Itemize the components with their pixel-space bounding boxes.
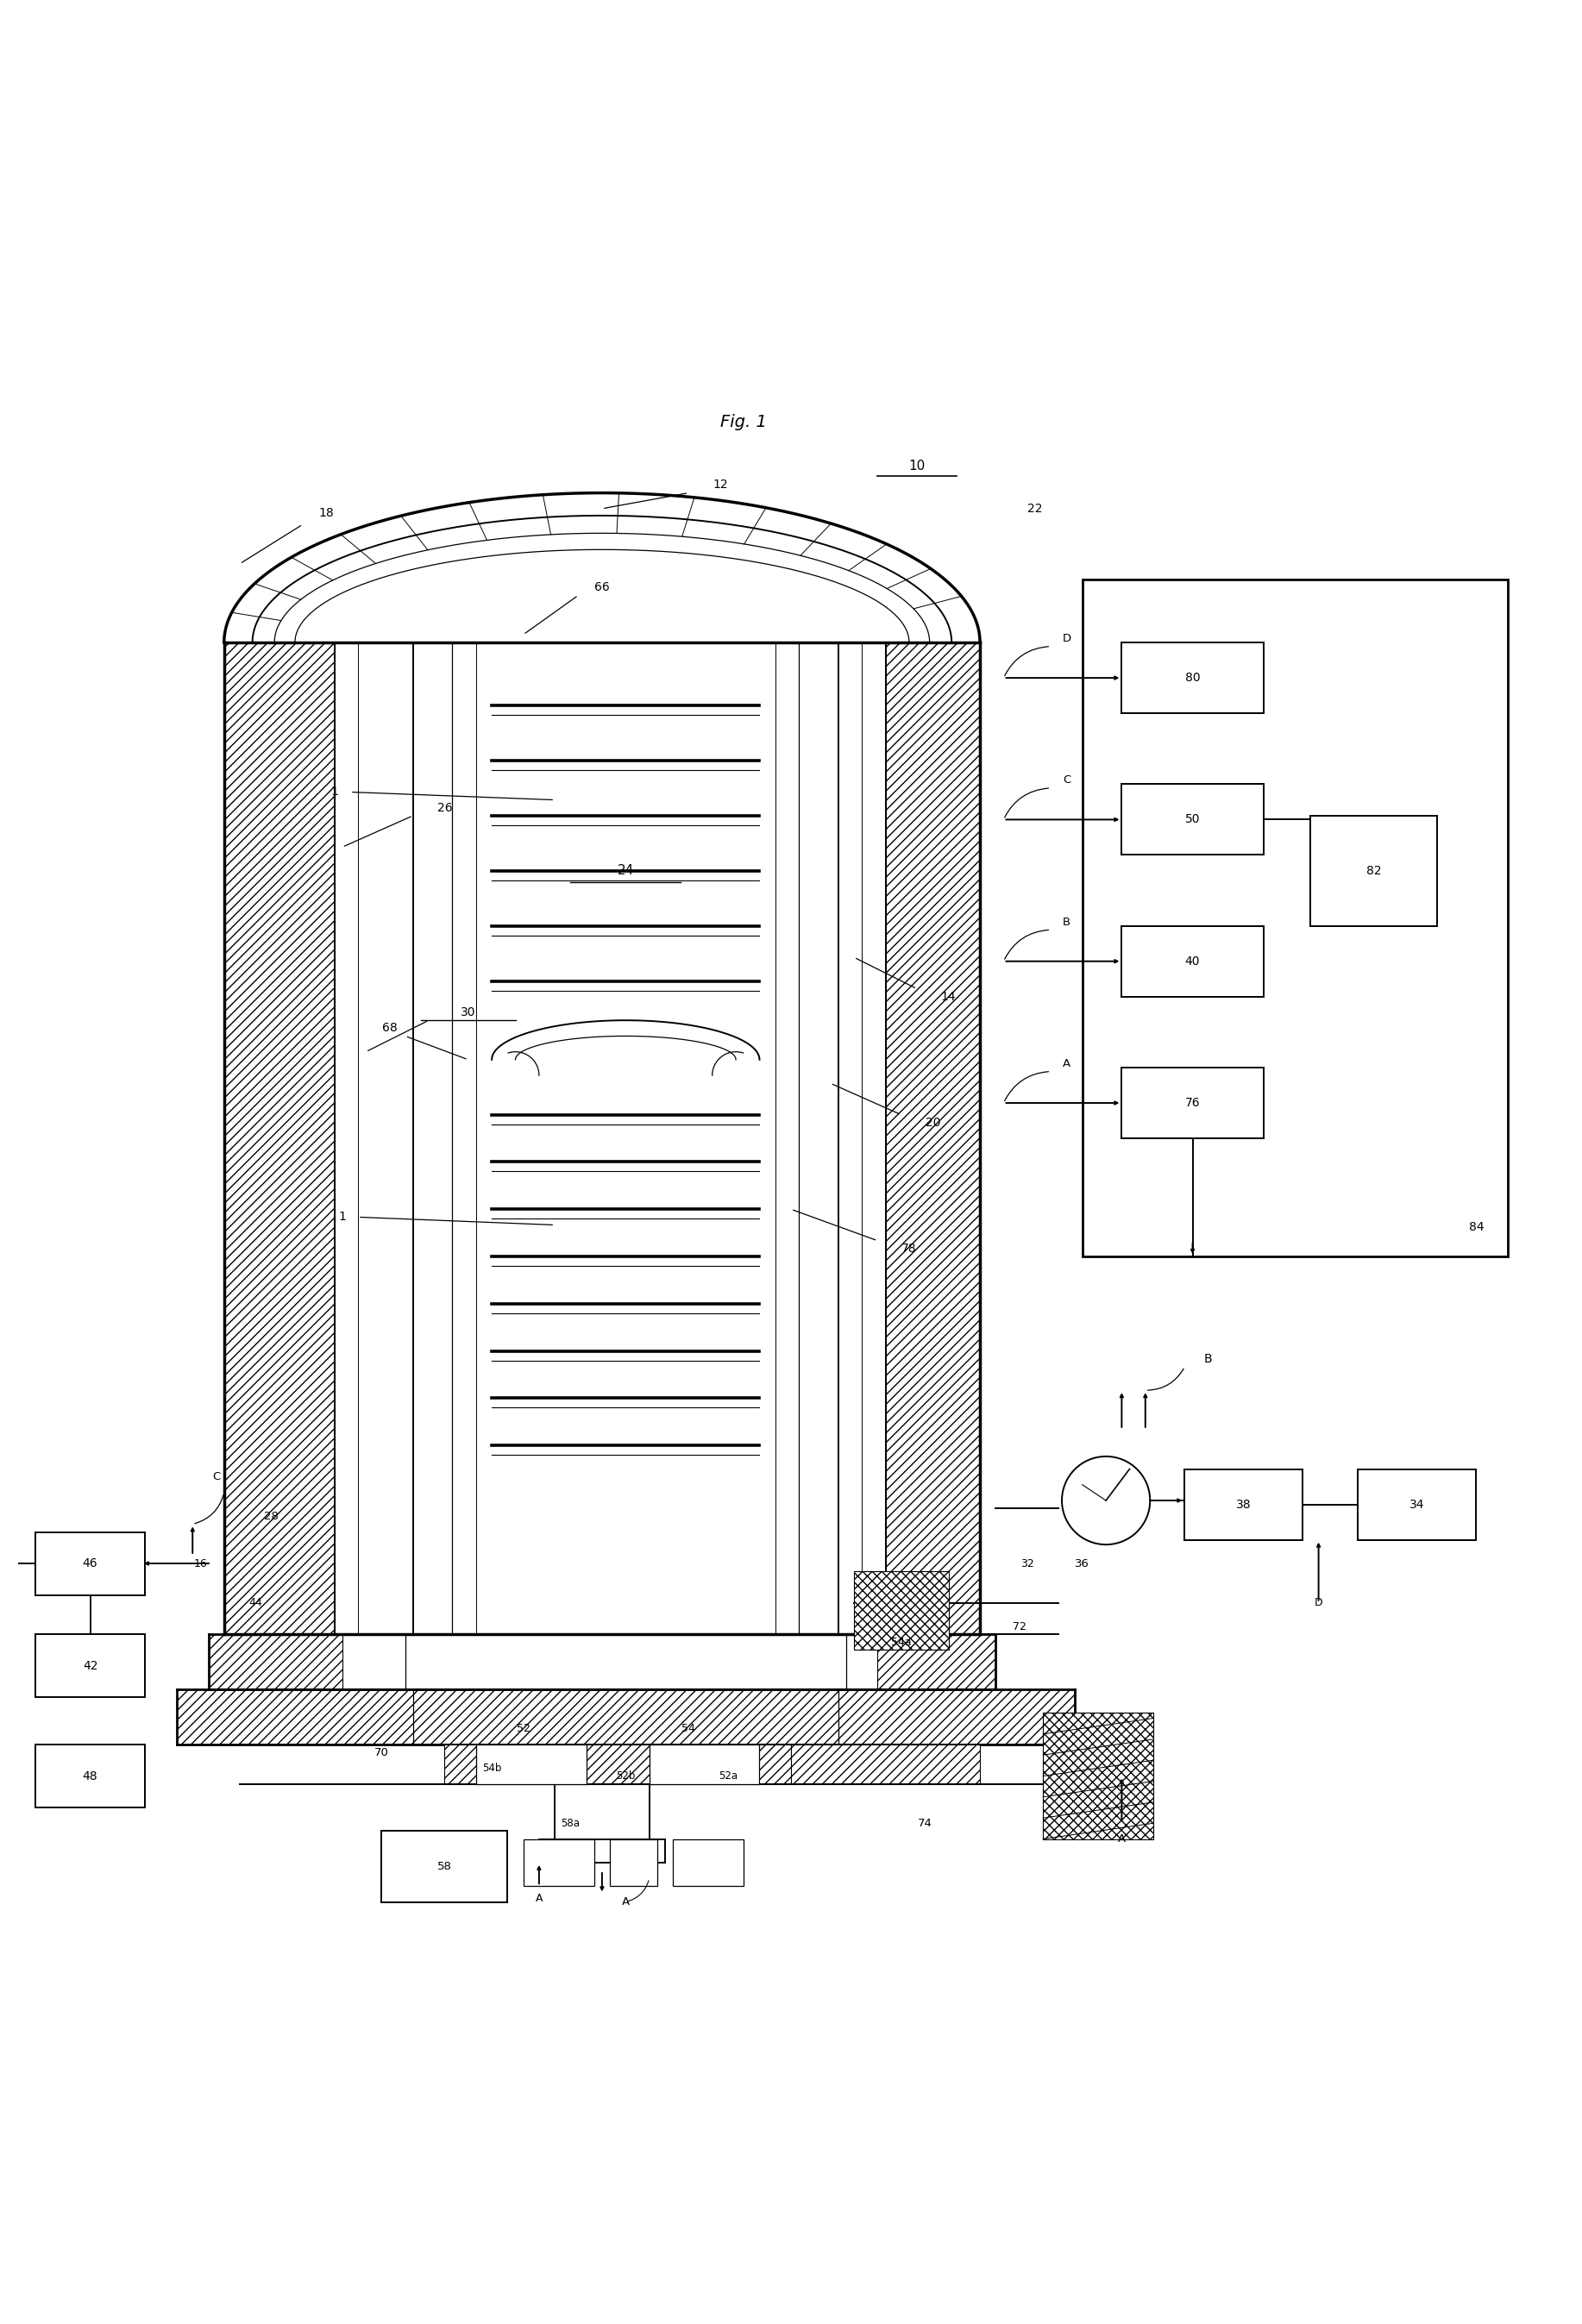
- Text: 50: 50: [1185, 813, 1201, 825]
- Text: 1: 1: [331, 786, 339, 797]
- Bar: [1122, 783, 1264, 855]
- Text: 58a: 58a: [562, 1817, 581, 1829]
- Bar: [209, 1634, 342, 1690]
- Text: 26: 26: [437, 802, 452, 813]
- Text: 34: 34: [1410, 1499, 1424, 1511]
- Text: D: D: [1315, 1597, 1323, 1608]
- Text: 68: 68: [381, 1023, 397, 1034]
- Bar: [1122, 1067, 1264, 1139]
- Text: 1: 1: [339, 1211, 346, 1222]
- Bar: [177, 1690, 1074, 1745]
- Text: 40: 40: [1185, 955, 1201, 967]
- Bar: [791, 1745, 979, 1785]
- Text: 54b: 54b: [483, 1762, 501, 1773]
- Bar: [1122, 641, 1264, 713]
- Text: 44: 44: [248, 1597, 263, 1608]
- Text: 78: 78: [902, 1243, 916, 1255]
- Text: 82: 82: [1367, 865, 1381, 876]
- Text: 16: 16: [193, 1557, 207, 1569]
- Text: 28: 28: [264, 1511, 278, 1522]
- Bar: [886, 641, 979, 1634]
- Text: 14: 14: [941, 990, 956, 1002]
- Text: C: C: [1063, 774, 1071, 786]
- Bar: [611, 1838, 657, 1887]
- Text: 58: 58: [437, 1862, 452, 1873]
- Text: A: A: [1063, 1057, 1071, 1069]
- Text: 10: 10: [908, 460, 925, 472]
- Text: 36: 36: [1076, 1557, 1090, 1569]
- Text: 80: 80: [1185, 672, 1201, 683]
- Text: 22: 22: [1028, 502, 1043, 514]
- Text: 54: 54: [682, 1722, 696, 1734]
- Bar: [1185, 1469, 1304, 1541]
- Text: 48: 48: [82, 1771, 98, 1783]
- Bar: [381, 1831, 508, 1901]
- Bar: [1082, 579, 1508, 1257]
- Bar: [878, 1634, 995, 1690]
- Bar: [672, 1838, 744, 1887]
- Bar: [35, 1634, 146, 1697]
- Text: C: C: [212, 1471, 220, 1483]
- Bar: [854, 1571, 949, 1650]
- Text: 30: 30: [460, 1006, 476, 1018]
- Bar: [476, 1745, 587, 1785]
- Text: 52a: 52a: [718, 1771, 737, 1783]
- Text: 72: 72: [1012, 1620, 1027, 1631]
- Text: 24: 24: [617, 865, 634, 876]
- Bar: [1311, 816, 1436, 925]
- Text: A: A: [622, 1896, 630, 1908]
- Bar: [35, 1532, 146, 1594]
- Text: 32: 32: [1020, 1557, 1035, 1569]
- Text: 18: 18: [320, 507, 334, 518]
- Bar: [225, 641, 334, 1634]
- Text: 84: 84: [1468, 1220, 1484, 1232]
- Text: 76: 76: [1185, 1097, 1201, 1109]
- Bar: [1122, 925, 1264, 997]
- Text: 70: 70: [375, 1748, 389, 1757]
- Text: 20: 20: [925, 1116, 940, 1129]
- Bar: [649, 1745, 759, 1785]
- Text: 74: 74: [918, 1817, 932, 1829]
- Text: 52b: 52b: [615, 1771, 636, 1783]
- Text: D: D: [1062, 632, 1071, 644]
- Text: Fig. 1: Fig. 1: [720, 414, 767, 430]
- Text: 54a: 54a: [891, 1636, 911, 1648]
- Text: 52: 52: [516, 1722, 530, 1734]
- Text: B: B: [1204, 1353, 1212, 1364]
- Bar: [35, 1745, 146, 1808]
- Text: A: A: [1118, 1834, 1126, 1845]
- Text: 42: 42: [82, 1659, 98, 1671]
- Bar: [524, 1838, 595, 1887]
- Bar: [445, 1745, 791, 1785]
- Bar: [1043, 1713, 1153, 1838]
- Text: A: A: [535, 1894, 543, 1903]
- Text: 66: 66: [595, 581, 609, 593]
- Text: 46: 46: [82, 1557, 98, 1569]
- Text: B: B: [1063, 916, 1071, 927]
- Text: 12: 12: [712, 479, 728, 490]
- Bar: [1357, 1469, 1476, 1541]
- Text: 38: 38: [1236, 1499, 1251, 1511]
